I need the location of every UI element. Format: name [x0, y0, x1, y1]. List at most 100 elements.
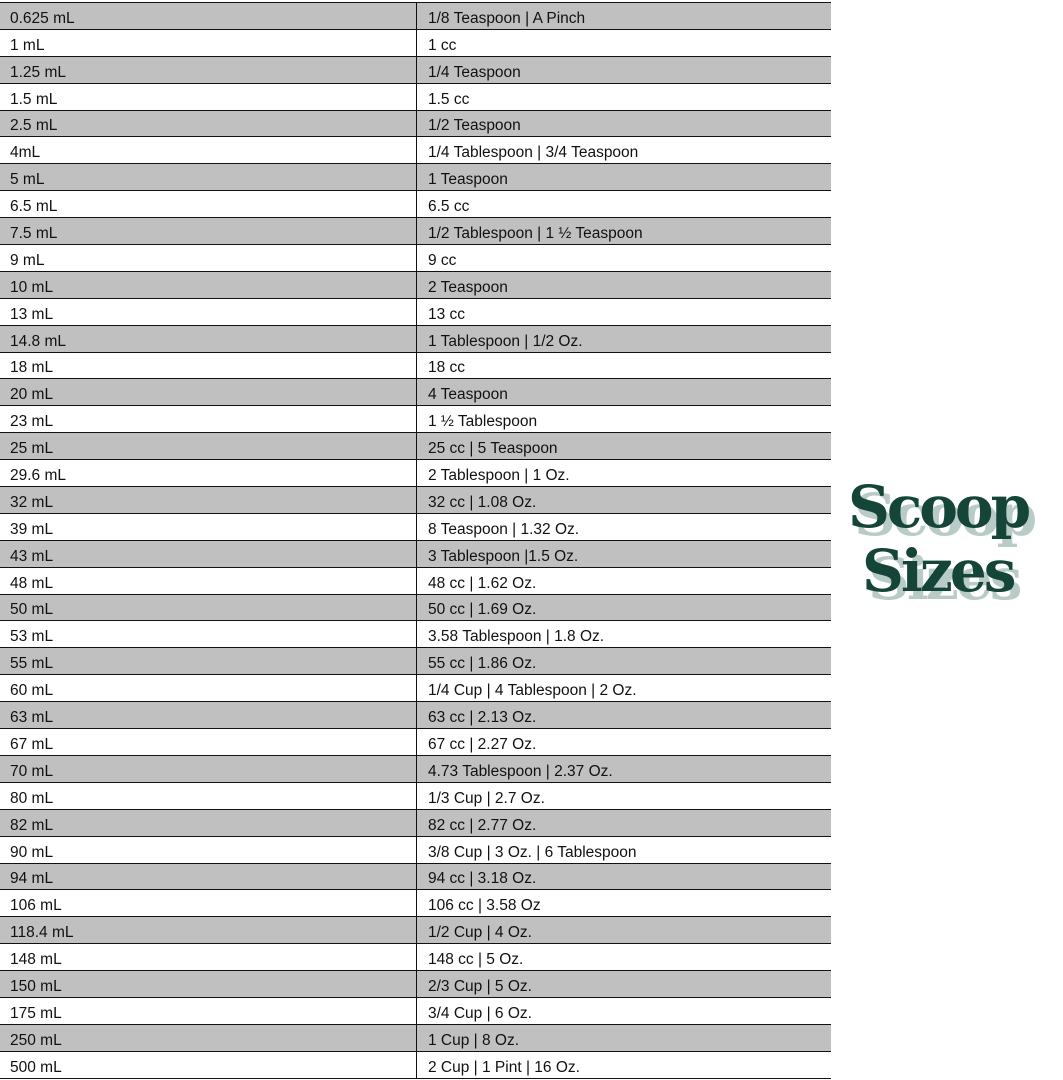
metric-volume-cell: 20 mL — [0, 378, 417, 407]
equivalent-cell: 148 cc | 5 Oz. — [416, 943, 831, 972]
metric-volume-cell: 250 mL — [0, 1023, 417, 1052]
equivalent-cell: 1 Cup | 8 Oz. — [416, 1023, 831, 1052]
metric-volume-cell: 18 mL — [0, 351, 417, 380]
table-row: 25 mL 25 cc | 5 Teaspoon — [0, 432, 831, 461]
equivalent-cell: 82 cc | 2.77 Oz. — [416, 808, 831, 837]
metric-volume-cell: 0.625 mL — [0, 2, 417, 30]
metric-volume-cell: 29.6 mL — [0, 459, 417, 488]
metric-volume-cell: 148 mL — [0, 943, 417, 972]
table-row: 250 mL 1 Cup | 8 Oz. — [0, 1023, 831, 1052]
table-row: 13 mL 13 cc — [0, 297, 831, 326]
table-row: 60 mL 1/4 Cup | 4 Tablespoon | 2 Oz. — [0, 674, 831, 703]
equivalent-cell: 8 Teaspoon | 1.32 Oz. — [416, 512, 831, 541]
table-row: 6.5 mL 6.5 cc — [0, 190, 831, 219]
metric-volume-cell: 82 mL — [0, 808, 417, 837]
logo-line1: Scoop — [848, 473, 1031, 541]
equivalent-cell: 1.5 cc — [416, 82, 831, 111]
table-row: 1 mL 1 cc — [0, 28, 831, 57]
equivalent-cell: 106 cc | 3.58 Oz — [416, 889, 831, 918]
table-row: 39 mL 8 Teaspoon | 1.32 Oz. — [0, 512, 831, 541]
metric-volume-cell: 14.8 mL — [0, 324, 417, 353]
table-row: 43 mL 3 Tablespoon |1.5 Oz. — [0, 539, 831, 568]
equivalent-cell: 48 cc | 1.62 Oz. — [416, 566, 831, 595]
metric-volume-cell: 1.25 mL — [0, 55, 417, 84]
equivalent-cell: 1 Tablespoon | 1/2 Oz. — [416, 324, 831, 353]
metric-volume-cell: 118.4 mL — [0, 916, 417, 945]
equivalent-cell: 50 cc | 1.69 Oz. — [416, 593, 831, 622]
equivalent-cell: 9 cc — [416, 244, 831, 272]
table-row: 32 mL 32 cc | 1.08 Oz. — [0, 486, 831, 514]
table-row: 14.8 mL 1 Tablespoon | 1/2 Oz. — [0, 324, 831, 353]
table-row: 23 mL 1 ½ Tablespoon — [0, 405, 831, 434]
metric-volume-cell: 5 mL — [0, 163, 417, 192]
metric-volume-cell: 39 mL — [0, 512, 417, 541]
equivalent-cell: 6.5 cc — [416, 190, 831, 219]
metric-volume-cell: 150 mL — [0, 970, 417, 998]
metric-volume-cell: 7.5 mL — [0, 217, 417, 246]
equivalent-cell: 67 cc | 2.27 Oz. — [416, 728, 831, 756]
equivalent-cell: 55 cc | 1.86 Oz. — [416, 647, 831, 676]
metric-volume-cell: 63 mL — [0, 701, 417, 730]
metric-volume-cell: 500 mL — [0, 1050, 417, 1079]
table-row: 50 mL 50 cc | 1.69 Oz. — [0, 593, 831, 622]
table-row: 48 mL 48 cc | 1.62 Oz. — [0, 566, 831, 595]
table-row: 500 mL 2 Cup | 1 Pint | 16 Oz. — [0, 1050, 831, 1079]
metric-volume-cell: 2.5 mL — [0, 109, 417, 138]
table-row: 1.25 mL 1/4 Teaspoon — [0, 55, 831, 84]
table-row: 94 mL 94 cc | 3.18 Oz. — [0, 862, 831, 891]
metric-volume-cell: 70 mL — [0, 754, 417, 783]
table-row: 118.4 mL 1/2 Cup | 4 Oz. — [0, 916, 831, 945]
metric-volume-cell: 43 mL — [0, 539, 417, 568]
metric-volume-cell: 90 mL — [0, 835, 417, 864]
metric-volume-cell: 13 mL — [0, 297, 417, 326]
table-row: 0.625 mL 1/8 Teaspoon | A Pinch — [0, 2, 831, 30]
equivalent-cell: 3 Tablespoon |1.5 Oz. — [416, 539, 831, 568]
table-row: 70 mL 4.73 Tablespoon | 2.37 Oz. — [0, 754, 831, 783]
metric-volume-cell: 32 mL — [0, 486, 417, 514]
table-row: 55 mL 55 cc | 1.86 Oz. — [0, 647, 831, 676]
table-row: 82 mL 82 cc | 2.77 Oz. — [0, 808, 831, 837]
metric-volume-cell: 10 mL — [0, 270, 417, 299]
metric-volume-cell: 6.5 mL — [0, 190, 417, 219]
table-row: 20 mL 4 Teaspoon — [0, 378, 831, 407]
table-row: 63 mL 63 cc | 2.13 Oz. — [0, 701, 831, 730]
equivalent-cell: 13 cc — [416, 297, 831, 326]
metric-volume-cell: 94 mL — [0, 862, 417, 891]
table-row: 148 mL 148 cc | 5 Oz. — [0, 943, 831, 972]
table-row: 106 mL 106 cc | 3.58 Oz — [0, 889, 831, 918]
metric-volume-cell: 25 mL — [0, 432, 417, 461]
metric-volume-cell: 106 mL — [0, 889, 417, 918]
table-row: 175 mL 3/4 Cup | 6 Oz. — [0, 996, 831, 1025]
metric-volume-cell: 9 mL — [0, 244, 417, 272]
equivalent-cell: 2 Cup | 1 Pint | 16 Oz. — [416, 1050, 831, 1079]
metric-volume-cell: 50 mL — [0, 593, 417, 622]
metric-volume-cell: 175 mL — [0, 996, 417, 1025]
metric-volume-cell: 55 mL — [0, 647, 417, 676]
table-row: 80 mL 1/3 Cup | 2.7 Oz. — [0, 781, 831, 810]
equivalent-cell: 1/8 Teaspoon | A Pinch — [416, 2, 831, 30]
metric-volume-cell: 1.5 mL — [0, 82, 417, 111]
equivalent-cell: 1 Teaspoon — [416, 163, 831, 192]
metric-volume-cell: 4mL — [0, 136, 417, 165]
table-row: 10 mL 2 Teaspoon — [0, 270, 831, 299]
equivalent-cell: 1/4 Teaspoon — [416, 55, 831, 84]
table-row: 53 mL 3.58 Tablespoon | 1.8 Oz. — [0, 620, 831, 649]
metric-volume-cell: 67 mL — [0, 728, 417, 756]
scoop-sizes-logo: Scoop Sizes — [848, 476, 1060, 610]
equivalent-cell: 1 cc — [416, 28, 831, 57]
table-row: 29.6 mL 2 Tablespoon | 1 Oz. — [0, 459, 831, 488]
equivalent-cell: 3.58 Tablespoon | 1.8 Oz. — [416, 620, 831, 649]
scoop-size-table: 0.625 mL 1/8 Teaspoon | A Pinch 1 mL 1 cc 1.… — [0, 2, 831, 1079]
equivalent-cell: 1/4 Cup | 4 Tablespoon | 2 Oz. — [416, 674, 831, 703]
equivalent-cell: 3/4 Cup | 6 Oz. — [416, 996, 831, 1025]
metric-volume-cell: 60 mL — [0, 674, 417, 703]
table-row: 7.5 mL 1/2 Tablespoon | 1 ½ Teaspoon — [0, 217, 831, 246]
equivalent-cell: 3/8 Cup | 3 Oz. | 6 Tablespoon — [416, 835, 831, 864]
equivalent-cell: 4 Teaspoon — [416, 378, 831, 407]
metric-volume-cell: 48 mL — [0, 566, 417, 595]
equivalent-cell: 1/2 Cup | 4 Oz. — [416, 916, 831, 945]
table-row: 4mL 1/4 Tablespoon | 3/4 Teaspoon — [0, 136, 831, 165]
equivalent-cell: 2 Tablespoon | 1 Oz. — [416, 459, 831, 488]
equivalent-cell: 18 cc — [416, 351, 831, 380]
metric-volume-cell: 80 mL — [0, 781, 417, 810]
